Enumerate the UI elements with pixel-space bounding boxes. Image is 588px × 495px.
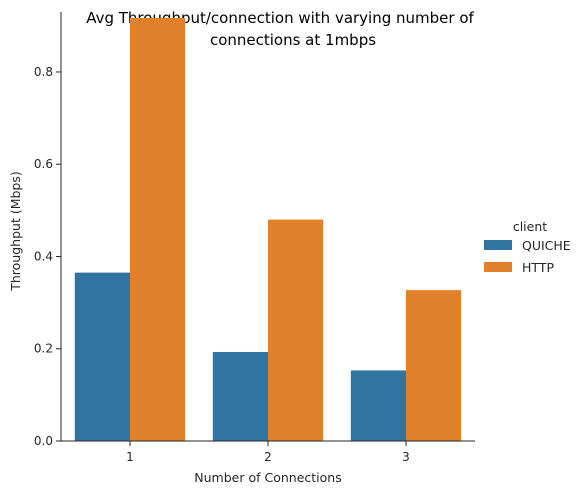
x-tick-label: 2 <box>264 450 272 464</box>
y-tick-label: 0.2 <box>34 342 53 356</box>
legend-label-http: HTTP <box>522 260 554 275</box>
chart-title-line-2: connections at 1mbps <box>210 31 376 49</box>
y-tick-label: 0.4 <box>34 249 53 263</box>
x-tick-label: 3 <box>402 450 410 464</box>
legend-swatch-quiche <box>484 240 512 250</box>
y-tick-label: 0.8 <box>34 65 53 79</box>
x-axis-label: Number of Connections <box>194 470 341 485</box>
x-tick-label: 1 <box>126 450 134 464</box>
legend-swatch-http <box>484 262 512 272</box>
y-tick-label: 0.6 <box>34 157 53 171</box>
legend: client QUICHE HTTP <box>484 219 571 275</box>
plot-area <box>74 17 462 442</box>
bar-http-1 <box>130 17 186 442</box>
bar-http-3 <box>406 290 462 441</box>
y-tick-label: 0.0 <box>34 434 53 448</box>
y-axis-label: Throughput (Mbps) <box>8 171 23 292</box>
bar-quiche-2 <box>212 351 268 441</box>
legend-label-quiche: QUICHE <box>522 238 571 253</box>
legend-title: client <box>513 219 547 234</box>
bar-quiche-1 <box>74 272 130 441</box>
bar-http-2 <box>268 219 324 441</box>
bar-quiche-3 <box>350 370 406 441</box>
